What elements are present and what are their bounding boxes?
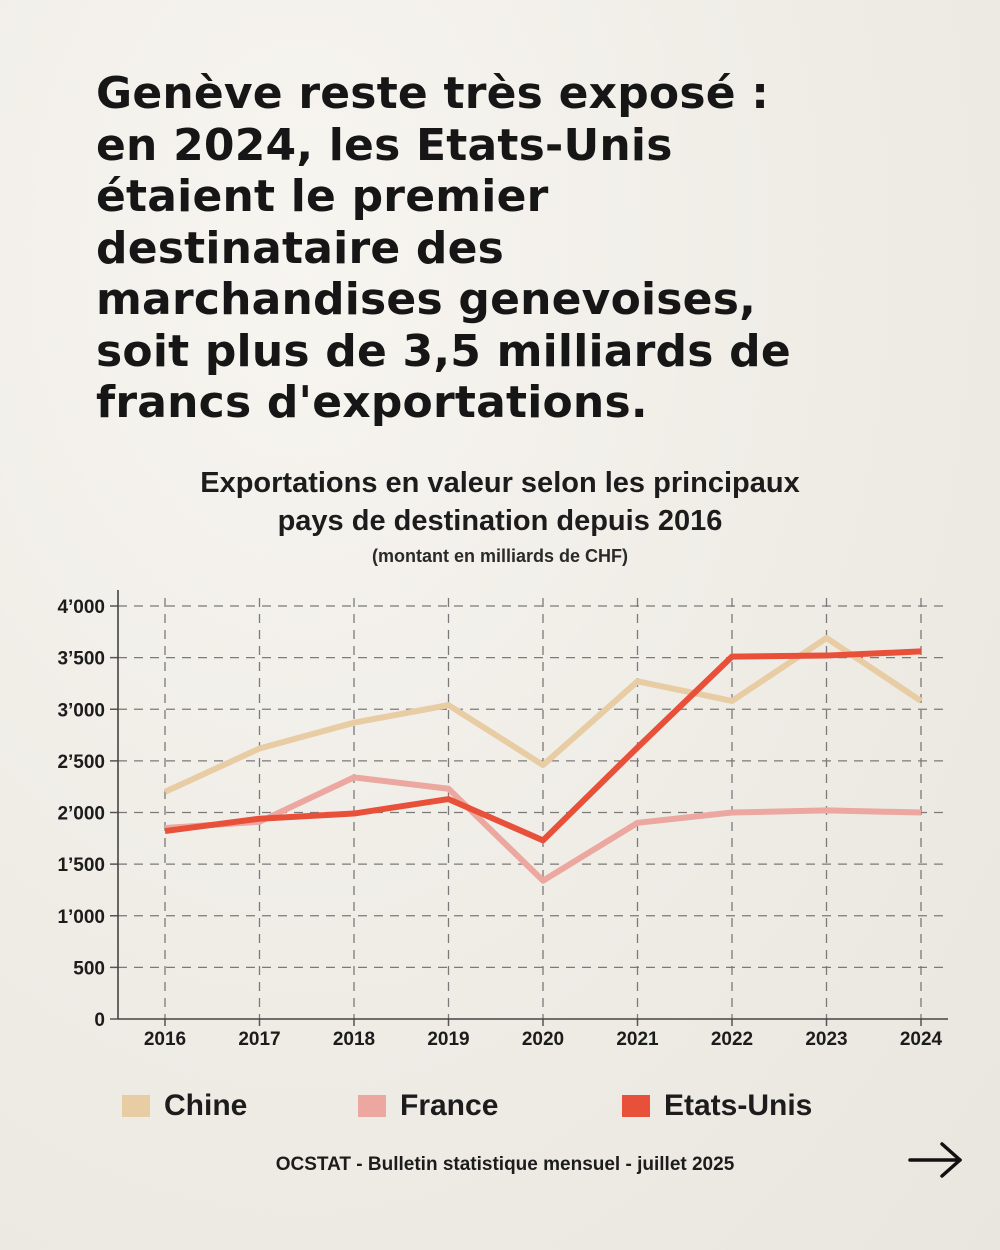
chart-title: Exportations en valeur selon les princip… bbox=[0, 464, 1000, 540]
x-tick-label: 2024 bbox=[900, 1029, 943, 1050]
headline-line: en 2024, les Etats-Unis bbox=[96, 119, 673, 171]
y-tick-label: 1’500 bbox=[57, 855, 105, 876]
headline-line: destinataire des bbox=[96, 222, 505, 274]
legend-item-chine: Chine bbox=[122, 1086, 247, 1126]
y-tick-label: 2’000 bbox=[57, 804, 105, 825]
y-tick-label: 2’500 bbox=[57, 752, 105, 773]
headline-line: marchandises genevoises, bbox=[96, 274, 757, 325]
x-tick-label: 2020 bbox=[522, 1029, 564, 1050]
y-tick-label: 3’500 bbox=[57, 649, 105, 670]
y-tick-label: 4’000 bbox=[57, 597, 105, 618]
source-note: OCSTAT - Bulletin statistique mensuel - … bbox=[275, 1154, 735, 1175]
y-tick-label: 3’000 bbox=[57, 700, 105, 721]
chart-legend: Chine France Etats-Unis bbox=[0, 1086, 1000, 1126]
x-tick-label: 2017 bbox=[238, 1029, 280, 1050]
y-tick-label: 0 bbox=[94, 1010, 105, 1031]
headline-line: Genève reste très exposé : bbox=[96, 68, 770, 119]
legend-label-chine: Chine bbox=[164, 1089, 248, 1122]
x-tick-label: 2023 bbox=[805, 1029, 847, 1050]
headline-line: soit plus de 3,5 milliards de bbox=[96, 325, 791, 377]
headline-line: étaient le premier bbox=[96, 171, 549, 222]
arrow-right-icon[interactable] bbox=[908, 1140, 964, 1180]
legend-swatch-france bbox=[358, 1095, 386, 1117]
legend-label-etats-unis: Etats-Unis bbox=[664, 1089, 813, 1122]
chart-subtitle: (montant en milliards de CHF) bbox=[371, 546, 629, 566]
x-tick-label: 2019 bbox=[427, 1029, 469, 1050]
chart-title-line: Exportations en valeur selon les princip… bbox=[200, 467, 800, 499]
series-line-etats-unis bbox=[164, 648, 922, 844]
headline: Genève reste très exposé : en 2024, les … bbox=[96, 68, 936, 429]
y-tick-label: 1’000 bbox=[57, 907, 105, 928]
legend-swatch-etats-unis bbox=[622, 1095, 650, 1117]
headline-line: francs d'exportations. bbox=[96, 377, 648, 428]
legend-item-france: France bbox=[358, 1086, 498, 1126]
x-tick-label: 2021 bbox=[616, 1029, 659, 1050]
y-tick-label: 500 bbox=[73, 958, 105, 979]
x-tick-label: 2016 bbox=[144, 1029, 186, 1050]
x-tick-label: 2022 bbox=[711, 1029, 753, 1050]
legend-item-etats-unis: Etats-Unis bbox=[622, 1086, 812, 1126]
x-tick-label: 2018 bbox=[333, 1029, 375, 1050]
series-line-france bbox=[164, 774, 922, 884]
series-line-chine bbox=[163, 635, 923, 795]
legend-label-france: France bbox=[400, 1089, 499, 1122]
legend-swatch-chine bbox=[122, 1095, 150, 1117]
chart-title-line: pays de destination depuis 2016 bbox=[277, 505, 723, 537]
